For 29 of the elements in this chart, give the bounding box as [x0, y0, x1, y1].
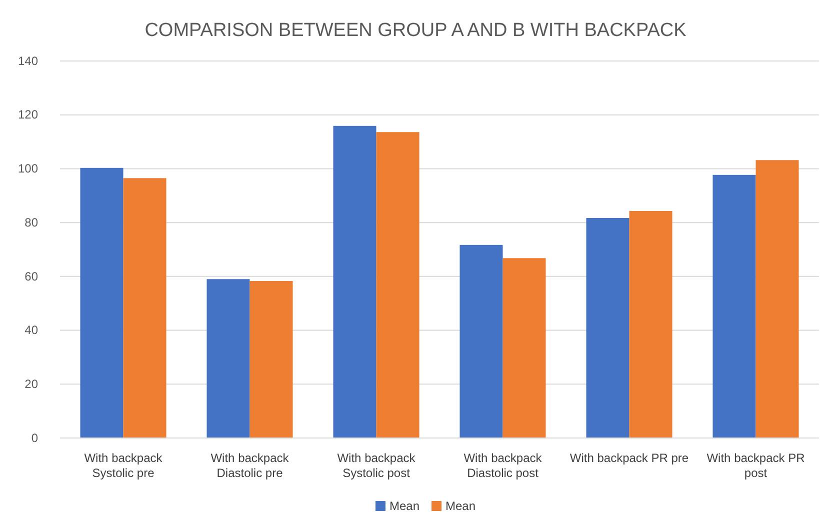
bar: [629, 210, 672, 438]
bar: [756, 160, 799, 438]
x-tick-label: With backpack Systolic pre: [84, 451, 164, 480]
x-tick-label: With backpack Diastolic pre: [210, 451, 290, 480]
bar: [460, 244, 503, 438]
bar: [206, 279, 250, 438]
bar: [502, 258, 546, 438]
y-tick-label: 100: [18, 162, 38, 176]
chart-title: COMPARISON BETWEEN GROUP A AND B WITH BACKPACK: [144, 20, 687, 41]
y-tick-label: 140: [18, 54, 38, 68]
legend-label: Mean: [389, 499, 420, 513]
y-tick-label: 40: [24, 323, 38, 338]
legend-label: Mean: [446, 499, 476, 513]
x-tick-label: With backpack PR pre: [570, 451, 689, 465]
bar: [333, 126, 376, 438]
bar: [376, 132, 420, 438]
y-tick-label: 60: [24, 269, 38, 284]
x-tick-label: With backpack PR post: [706, 451, 806, 480]
y-tick-label: 20: [24, 376, 38, 391]
x-tick-label: With backpack Diastolic post: [464, 451, 543, 480]
y-tick-label: 80: [24, 215, 38, 230]
y-tick-label: 120: [18, 108, 38, 122]
bar: [250, 281, 293, 438]
bar: [80, 168, 124, 438]
y-tick-label: 0: [31, 430, 38, 445]
bar: [712, 174, 756, 438]
bar: [586, 218, 630, 438]
bar: [123, 178, 166, 438]
x-tick-label: With backpack Systolic post: [337, 451, 416, 480]
